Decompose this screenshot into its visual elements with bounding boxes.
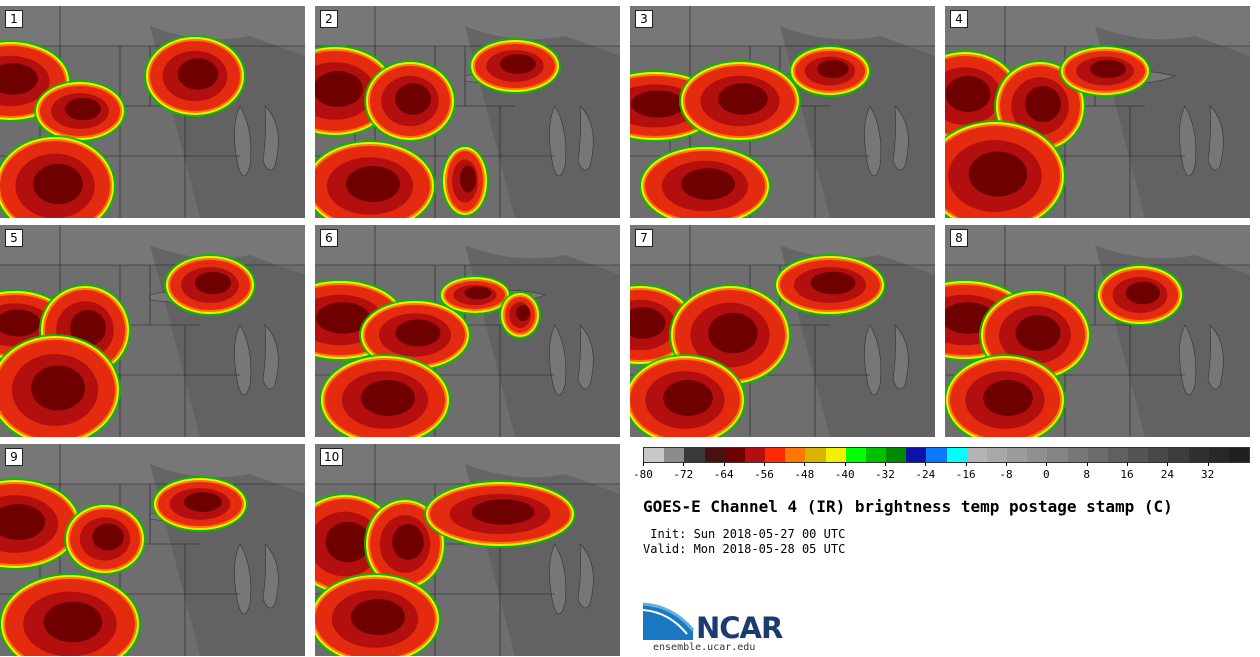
colorbar-swatch [825,448,846,462]
colorbar-swatch [744,448,766,462]
satellite-map-image [315,444,620,656]
colorbar-tick-label: 0 [1043,468,1050,481]
colorbar-swatch [946,448,967,462]
colorbar-tickmark [1086,462,1088,466]
map-panel: 3 [630,6,935,218]
ncar-logo-icon [643,602,695,640]
colorbar-swatch [1047,448,1068,462]
colorbar-tick-label: 8 [1083,468,1090,481]
colorbar-swatch [765,448,786,462]
panel-number: 6 [320,229,338,247]
panel-number: 1 [5,10,23,28]
colorbar-swatch [1228,448,1250,462]
colorbar-tick-label: -32 [875,468,895,481]
colorbar-tickmark [683,462,685,466]
satellite-map-image [945,6,1250,218]
panel-number: 4 [950,10,968,28]
logo-name: NCAR [696,611,783,645]
colorbar-swatch [684,448,705,462]
colorbar-swatch [1007,448,1028,462]
satellite-map-image [315,225,620,437]
colorbar-tick-label: 32 [1201,468,1215,481]
colorbar-tick-label: -16 [955,468,976,481]
colorbar-tickmark [804,462,806,466]
panel-number: 7 [635,229,653,247]
colorbar-tickmark [1127,462,1128,466]
map-panel: 2 [315,6,620,218]
colorbar-swatch [805,448,826,462]
colorbar-tickmark [925,462,927,466]
colorbar-swatch [906,448,927,462]
colorbar-swatch [886,448,907,462]
colorbar-swatch [1027,448,1048,462]
colorbar-tickmark [844,462,846,466]
logo-url: ensemble.ucar.edu [653,642,756,653]
panel-number: 9 [5,448,23,466]
satellite-map-image [315,6,620,218]
panel-number: 8 [950,229,968,247]
satellite-map-image [945,225,1250,437]
colorbar-swatch [1087,448,1108,462]
panel-number: 3 [635,10,653,28]
colorbar-tickmark [965,462,967,466]
colorbar-swatch [1168,448,1189,462]
colorbar-tickmark [1207,462,1209,466]
map-panel: 1 [0,6,305,218]
colorbar-swatch [1208,448,1229,462]
map-panel: 6 [315,225,620,437]
figure-title: GOES-E Channel 4 (IR) brightness temp po… [643,497,1173,516]
map-panel: 8 [945,225,1250,437]
panel-number: 5 [5,229,23,247]
colorbar-swatch [785,448,806,462]
colorbar-swatch [966,448,987,462]
satellite-map-image [630,6,935,218]
colorbar-swatch [1067,448,1088,462]
colorbar-tickmark [1006,462,1007,466]
satellite-map-image [0,6,305,218]
satellite-map-image [630,225,935,437]
valid-time: Valid: Mon 2018-05-28 05 UTC [643,542,846,556]
map-panel: 7 [630,225,935,437]
colorbar-tickmark [723,462,725,466]
map-panel: 9 [0,444,305,656]
colorbar-swatch [865,448,887,462]
colorbar-swatch [986,448,1008,462]
colorbar-swatch [1128,448,1149,462]
colorbar [643,447,1250,463]
satellite-map-image [0,444,305,656]
colorbar-tick-label: -56 [754,468,774,481]
colorbar-tickmark [764,462,765,466]
colorbar-swatch [644,448,665,462]
colorbar-tick-label: -24 [915,468,936,481]
colorbar-swatch [704,448,725,462]
map-panel: 5 [0,225,305,437]
colorbar-tickmark [643,462,644,466]
colorbar-tickmark [885,462,886,466]
colorbar-tick-label: -80 [633,468,653,481]
map-panel: 10 [315,444,620,656]
map-panel: 4 [945,6,1250,218]
colorbar-tick-label: -8 [999,468,1013,481]
colorbar-swatch [1188,448,1209,462]
colorbar-swatch [845,448,866,462]
colorbar-swatch [1107,448,1129,462]
satellite-map-image [0,225,305,437]
colorbar-tick-label: 16 [1120,468,1134,481]
colorbar-swatch [724,448,745,462]
colorbar-tick-label: -40 [834,468,855,481]
colorbar-tick-label: -64 [713,468,734,481]
colorbar-swatch [1148,448,1169,462]
colorbar-swatch [664,448,685,462]
init-time: Init: Sun 2018-05-27 00 UTC [643,527,846,541]
panel-number: 2 [320,10,338,28]
colorbar-tick-label: 24 [1160,468,1174,481]
colorbar-tick-label: -48 [794,468,815,481]
colorbar-tick-label: -72 [673,468,694,481]
colorbar-swatch [926,448,947,462]
colorbar-tickmark [1046,462,1048,466]
panel-number: 10 [320,448,344,466]
colorbar-tickmark [1167,462,1169,466]
